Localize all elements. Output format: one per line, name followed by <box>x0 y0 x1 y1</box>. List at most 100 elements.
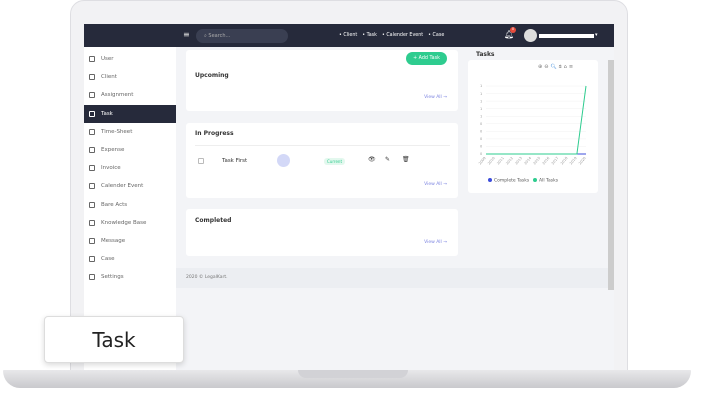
caption-label: Task <box>44 316 184 363</box>
sidebar-item-bare-acts[interactable]: Bare Acts <box>84 196 176 214</box>
user-icon <box>89 56 95 62</box>
completed-title: Completed <box>195 217 232 224</box>
bell-icon[interactable]: 🔔︎ <box>504 30 515 39</box>
sidebar-item-label: Invoice <box>101 165 121 172</box>
sidebar-item-user[interactable]: User <box>84 50 176 68</box>
upcoming-title: Upcoming <box>195 72 229 79</box>
y-tick-label: 1 <box>480 114 482 118</box>
x-tick-label: 2009 <box>478 156 487 165</box>
x-tick-label: 2019 <box>569 156 578 165</box>
link-task[interactable]: • Task <box>362 33 377 38</box>
eye-icon[interactable]: 👁︎ <box>368 156 376 163</box>
sidebar-item-label: Time-Sheet <box>101 128 133 135</box>
link-calendar[interactable]: • Calender Event <box>381 33 424 38</box>
link-client[interactable]: • Client <box>339 33 358 38</box>
legend-label: Complete Tasks <box>494 178 530 184</box>
search-placeholder: Search... <box>208 33 231 39</box>
sidebar-item-label: Bare Acts <box>101 201 128 208</box>
x-tick-label: 2012 <box>505 156 514 165</box>
x-tick-label: 2014 <box>523 155 532 165</box>
laptop-notch <box>298 370 408 378</box>
view-all-link[interactable]: View All → <box>424 240 447 245</box>
x-tick-label: 2015 <box>533 156 542 165</box>
message-icon <box>89 238 95 244</box>
menu-icon[interactable]: ≡ <box>568 64 574 70</box>
task-checkbox[interactable] <box>198 158 204 164</box>
user-name-redacted[interactable] <box>539 34 594 38</box>
tasks-chart-card: ⊕ ⊖ 🔍︎ ✋︎ ⌂ ≡ 1 1 1 1 1 0 0 0 0 0 2009 2010 2011 2012 2013 2… <box>468 60 598 193</box>
task-icon <box>89 110 95 117</box>
sidebar-item-expense[interactable]: Expense <box>84 141 176 159</box>
search-input[interactable]: ⌕ Search... <box>196 29 288 43</box>
assignee-avatar <box>277 154 290 167</box>
sidebar-item-label: Client <box>101 74 117 81</box>
view-all-link[interactable]: View All → <box>424 95 447 100</box>
y-tick-label: 0 <box>480 152 482 156</box>
in-progress-title: In Progress <box>195 130 234 137</box>
add-task-button[interactable]: + Add Task <box>406 52 447 65</box>
sidebar-item-calender-event[interactable]: Calender Event <box>84 177 176 195</box>
case-icon <box>89 256 95 263</box>
sidebar-item-invoice[interactable]: Invoice <box>84 159 176 177</box>
quick-links: • Client • Task • Calender Event • Case <box>339 33 444 38</box>
x-tick-label: 2016 <box>542 156 551 165</box>
sidebar-item-time-sheet[interactable]: Time-Sheet <box>84 123 176 141</box>
y-tick-label: 1 <box>480 92 482 96</box>
legend-marker <box>533 178 537 182</box>
footer: 2020 © LegalKart. <box>176 268 608 288</box>
gear-icon <box>89 274 95 281</box>
sidebar-item-assignment[interactable]: Assignment <box>84 86 176 104</box>
completed-card: Completed View All → <box>186 209 458 256</box>
y-tick-label: 0 <box>480 145 482 149</box>
task-name[interactable]: Task First <box>222 158 248 164</box>
sidebar-item-knowledge-base[interactable]: Knowledge Base <box>84 214 176 232</box>
divider <box>195 145 450 146</box>
sidebar-item-label: Message <box>101 238 126 244</box>
x-tick-label: 2010 <box>487 156 496 165</box>
laptop-base <box>3 370 691 388</box>
sidebar-item-label: Knowledge Base <box>101 219 147 226</box>
wallet-icon <box>89 147 95 153</box>
sidebar-item-client[interactable]: Client <box>84 68 176 86</box>
book-icon <box>89 219 95 226</box>
y-tick-label: 1 <box>480 84 482 88</box>
sidebar-item-label: Task <box>101 110 113 117</box>
zoom-in-icon[interactable]: ⊕ <box>538 64 543 70</box>
legend-label: All Tasks <box>539 178 559 184</box>
in-progress-card: In Progress Task First Current 👁︎ ✎ 🗑︎ V… <box>186 123 458 198</box>
sidebar-item-label: Assignment <box>101 92 134 99</box>
assignment-icon <box>89 92 95 99</box>
chevron-down-icon[interactable]: ▾ <box>595 32 598 38</box>
menu-icon[interactable]: ≡ <box>183 30 190 39</box>
app-screen: ≡ ⌕ Search... • Client • Task • Calender… <box>84 24 614 370</box>
sidebar-item-label: Calender Event <box>101 183 144 190</box>
view-all-link[interactable]: View All → <box>424 182 447 187</box>
magnifier-icon[interactable]: 🔍︎ <box>550 64 557 70</box>
sidebar-item-message[interactable]: Message <box>84 232 176 250</box>
home-icon[interactable]: ⌂ <box>563 64 567 70</box>
calendar-icon <box>89 183 95 190</box>
chart-toolbar: ⊕ ⊖ 🔍︎ ✋︎ ⌂ ≡ <box>538 64 573 70</box>
status-badge: Current <box>324 158 346 165</box>
pencil-icon[interactable]: ✎ <box>385 156 391 163</box>
x-tick-label: 2011 <box>496 156 505 165</box>
invoice-icon <box>89 165 95 172</box>
pan-hand-icon[interactable]: ✋︎ <box>558 64 562 70</box>
sidebar-item-case[interactable]: Case <box>84 250 176 268</box>
zoom-out-icon[interactable]: ⊖ <box>544 64 549 70</box>
timesheet-icon <box>89 128 95 135</box>
y-tick-label: 1 <box>480 107 482 111</box>
sidebar-item-settings[interactable]: Settings <box>84 268 176 286</box>
notification-badge: 0 <box>510 27 516 33</box>
sidebar-item-label: Settings <box>101 274 124 281</box>
link-case[interactable]: • Case <box>428 33 445 38</box>
scrollbar[interactable] <box>608 60 614 290</box>
avatar[interactable] <box>524 29 537 42</box>
y-tick-label: 0 <box>480 137 482 141</box>
briefcase-icon <box>89 74 95 81</box>
sidebar-item-task[interactable]: Task <box>84 104 176 123</box>
x-tick-label: 2020 <box>578 156 587 165</box>
sidebar-item-label: User <box>101 56 114 62</box>
trash-icon[interactable]: 🗑︎ <box>402 156 410 163</box>
